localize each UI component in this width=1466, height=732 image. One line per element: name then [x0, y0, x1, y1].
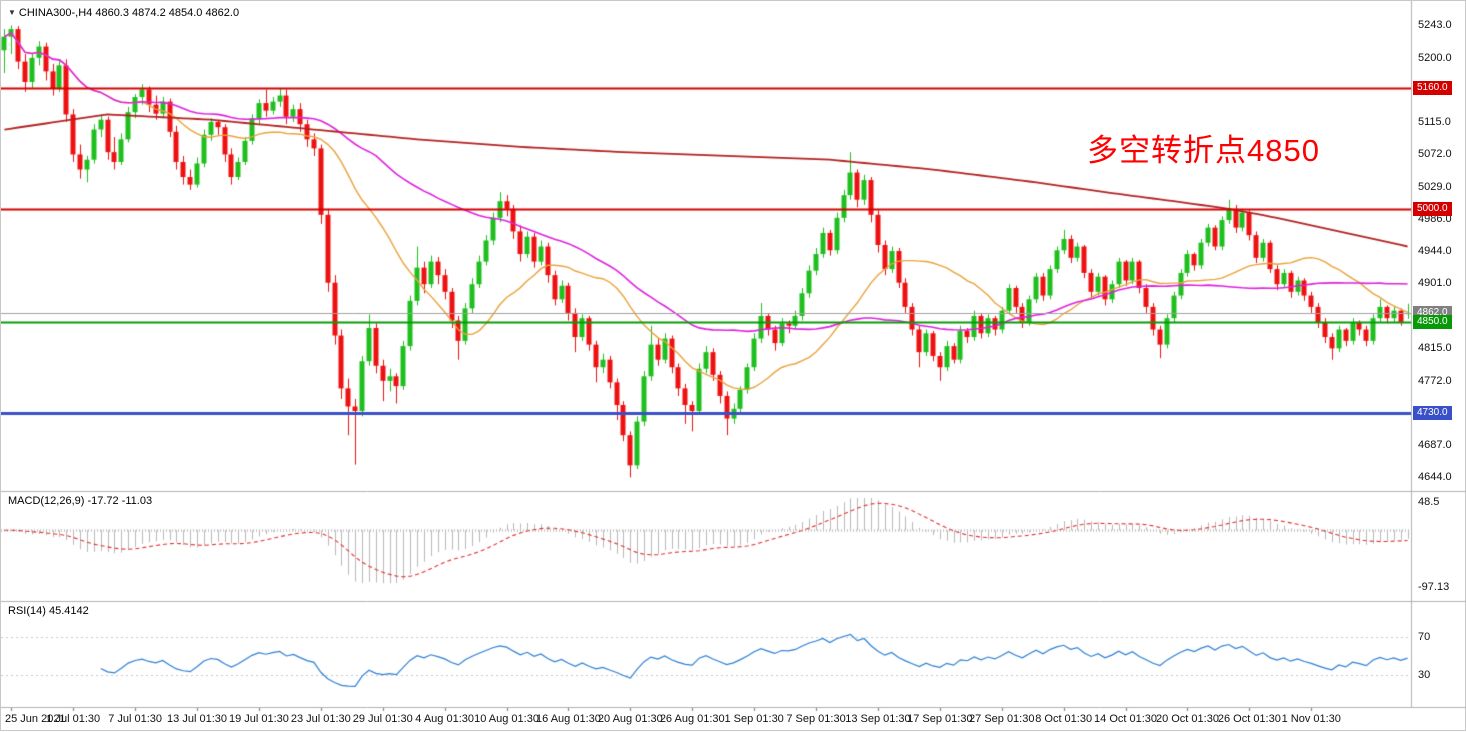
price-tag-5000-0: 5000.0	[1413, 201, 1452, 216]
time-axis-label: 17 Sep 01:30	[907, 713, 973, 725]
price-tag-4730-0: 4730.0	[1413, 405, 1452, 420]
symbol-header: ▼ CHINA300-,H4 4860.3 4874.2 4854.0 4862.…	[8, 7, 239, 19]
price-tick-label: 4772.0	[1418, 374, 1452, 387]
time-axis-label: 26 Aug 01:30	[659, 713, 725, 725]
price-tag-5160-0: 5160.0	[1413, 81, 1452, 96]
time-axis-label: 19 Jul 01:30	[228, 713, 289, 725]
price-tick-label: 5072.0	[1418, 148, 1452, 161]
time-axis-label: 1 Sep 01:30	[724, 713, 784, 725]
time-axis-label: 4 Aug 01:30	[415, 713, 474, 725]
price-tick-label: 5243.0	[1418, 19, 1452, 32]
price-tick-label: 5029.0	[1418, 180, 1452, 193]
chart-annotation-text: 多空转折点4850	[1087, 133, 1320, 168]
time-axis-label: 16 Aug 01:30	[536, 713, 601, 725]
dropdown-triangle-icon[interactable]: ▼	[8, 8, 16, 17]
time-axis-label: 1 Jul 01:30	[46, 713, 101, 725]
rsi-axis-bottom: 30	[1418, 668, 1431, 681]
time-axis-label: 10 Aug 01:30	[474, 713, 539, 725]
macd-header: MACD(12,26,9) -17.72 -11.03	[8, 495, 153, 507]
price-tick-label: 4901.0	[1418, 277, 1452, 290]
time-axis-label: 8 Oct 01:30	[1035, 713, 1093, 725]
symbol-ohlc-text: CHINA300-,H4 4860.3 4874.2 4854.0 4862.0	[18, 7, 240, 19]
price-tick-label: 4986.0	[1418, 213, 1452, 226]
price-tick-label: 4815.0	[1418, 342, 1452, 355]
time-axis-label: 7 Jul 01:30	[108, 713, 163, 725]
time-axis-label: 13 Jul 01:30	[167, 713, 227, 725]
time-axis-label: 29 Jul 01:30	[352, 713, 413, 725]
time-axis-label: 14 Oct 01:30	[1094, 713, 1158, 725]
time-axis-label: 26 Oct 01:30	[1217, 713, 1281, 725]
time-axis-label: 20 Aug 01:30	[597, 713, 663, 725]
price-tick-label: 5115.0	[1418, 115, 1451, 128]
time-axis-label: 7 Sep 01:30	[786, 713, 846, 725]
rsi-header: RSI(14) 45.4142	[8, 605, 89, 617]
rsi-axis-top: 70	[1418, 631, 1431, 644]
time-axis-label: 23 Jul 01:30	[290, 713, 351, 725]
time-axis-label: 27 Sep 01:30	[969, 713, 1035, 725]
price-tag-4850-0: 4850.0	[1413, 314, 1452, 329]
time-axis-label: 20 Oct 01:30	[1155, 713, 1219, 725]
time-axis-label: 25 Jun 2021	[5, 713, 66, 725]
price-tick-label: 4944.0	[1418, 245, 1452, 258]
time-axis-label: 13 Sep 01:30	[845, 713, 911, 725]
macd-axis-min: -97.13	[1418, 581, 1450, 594]
macd-axis-max: 48.5	[1418, 495, 1440, 508]
price-tick-label: 4644.0	[1418, 471, 1452, 484]
price-tick-label: 4687.0	[1418, 438, 1452, 451]
time-axis-label: 1 Nov 01:30	[1281, 713, 1341, 725]
price-tick-label: 5200.0	[1418, 51, 1452, 64]
